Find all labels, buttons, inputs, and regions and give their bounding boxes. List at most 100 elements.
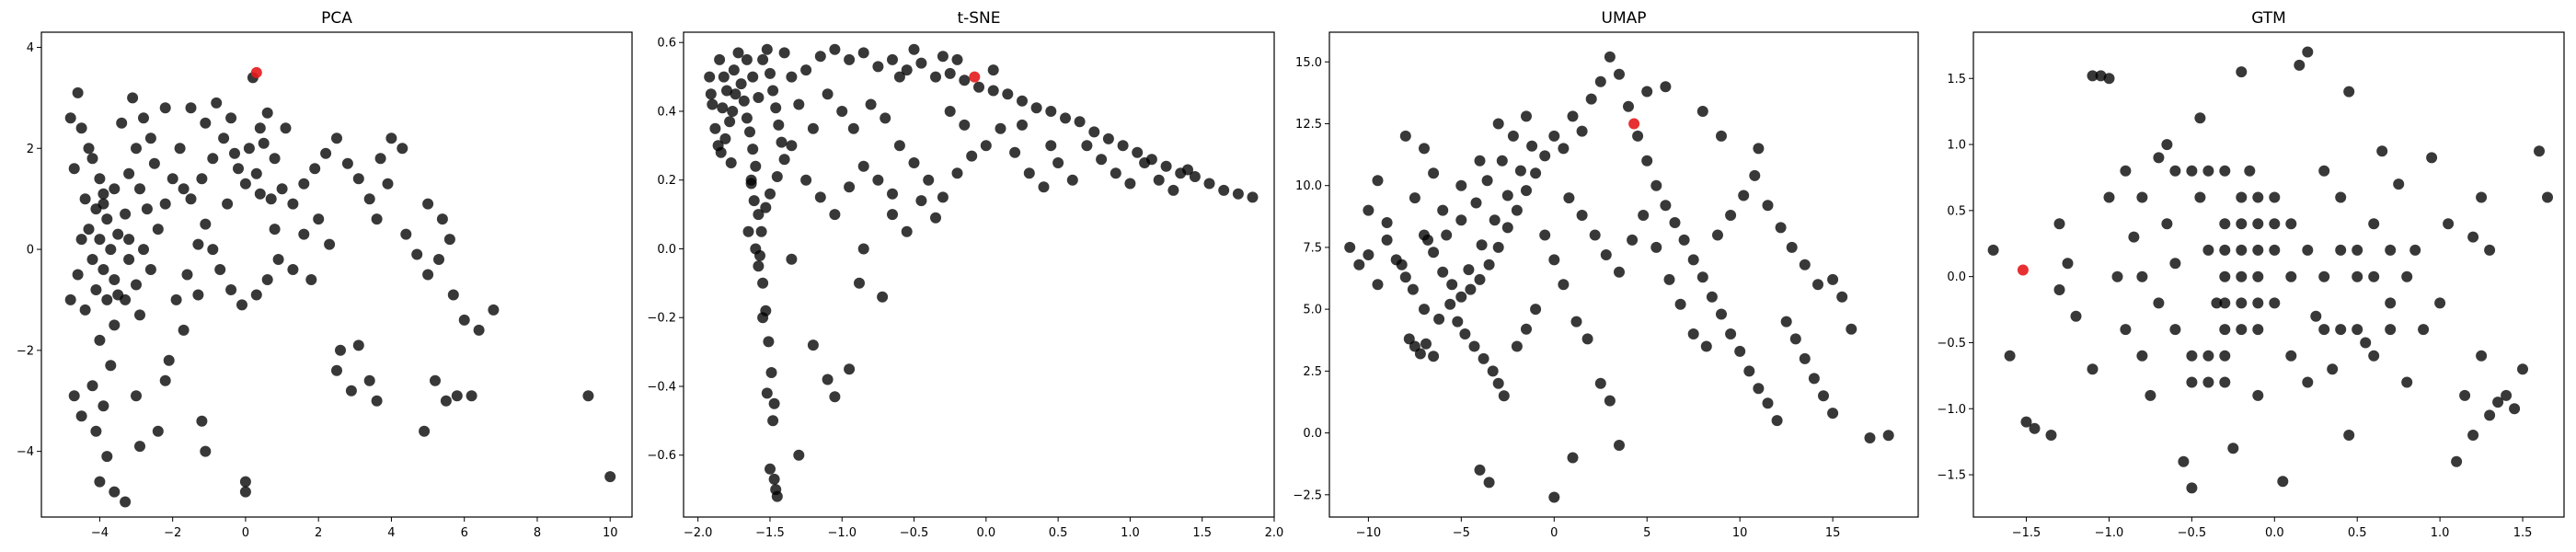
umap-point bbox=[1749, 169, 1761, 181]
gtm-point bbox=[2393, 178, 2405, 190]
tsne-point bbox=[857, 160, 869, 172]
umap-point bbox=[1799, 352, 1811, 364]
tsne-point bbox=[1132, 146, 1144, 158]
gtm-point bbox=[2153, 297, 2165, 309]
tsne-point bbox=[1189, 171, 1201, 182]
pca-ytick-label: 2 bbox=[27, 143, 34, 156]
panel-umap: UMAP −10 −5 0 5 10 15 −2.5 0.0 2.5 5.0 7.5 10.0 12.5 1… bbox=[1293, 9, 1919, 540]
umap-point bbox=[1585, 93, 1597, 105]
umap-point bbox=[1492, 241, 1504, 253]
pca-point bbox=[582, 390, 594, 402]
tsne-point bbox=[901, 64, 913, 76]
tsne-point bbox=[1009, 146, 1021, 158]
tsne-point bbox=[718, 71, 730, 83]
tsne-point bbox=[1096, 154, 1108, 166]
tsne-point bbox=[1102, 132, 1114, 144]
tsne-point bbox=[1017, 95, 1028, 107]
pca-point bbox=[200, 218, 212, 230]
tsne-point bbox=[747, 144, 759, 155]
pca-point bbox=[363, 374, 375, 386]
gtm-point bbox=[2020, 416, 2032, 428]
umap-point bbox=[1478, 352, 1489, 364]
gtm-points bbox=[1987, 46, 2553, 494]
pca-point bbox=[86, 153, 98, 165]
pca-point bbox=[239, 476, 251, 488]
umap-point bbox=[1419, 143, 1430, 155]
pca-point bbox=[331, 364, 342, 376]
tsne-point bbox=[1124, 178, 1136, 190]
pca-point bbox=[331, 132, 342, 144]
umap-point bbox=[1687, 254, 1699, 266]
gtm-point bbox=[2136, 191, 2148, 203]
pca-point bbox=[101, 293, 113, 305]
tsne-point bbox=[786, 253, 798, 265]
umap-point bbox=[1696, 271, 1708, 283]
umap-point bbox=[1706, 291, 1718, 303]
umap-point bbox=[1363, 204, 1374, 216]
umap-point bbox=[1455, 179, 1467, 191]
pca-point bbox=[120, 208, 132, 220]
umap-point bbox=[1483, 259, 1495, 270]
tsne-point bbox=[1045, 106, 1057, 117]
tsne-point bbox=[844, 363, 856, 375]
gtm-point bbox=[2285, 218, 2297, 230]
gtm-point bbox=[2451, 455, 2463, 467]
pca-point bbox=[159, 102, 171, 114]
tsne-point bbox=[1060, 112, 1071, 124]
pca-point bbox=[363, 193, 375, 205]
pca-point bbox=[79, 304, 91, 316]
pca-point bbox=[123, 254, 135, 265]
pca-point bbox=[109, 486, 121, 498]
tsne-point bbox=[987, 64, 999, 76]
pca-point bbox=[134, 183, 145, 195]
pca-point bbox=[225, 284, 237, 295]
umap-point bbox=[1567, 110, 1579, 122]
pca-point bbox=[141, 203, 153, 215]
umap-point bbox=[1548, 254, 1560, 266]
pca-point bbox=[144, 132, 156, 144]
pca-xtick-label: 4 bbox=[387, 526, 395, 540]
gtm-axes-frame bbox=[1972, 31, 2565, 518]
gtm-point bbox=[2269, 244, 2281, 256]
tsne-point bbox=[1074, 116, 1086, 128]
tsne-point bbox=[742, 225, 754, 237]
umap-ytick-label: 5.0 bbox=[1303, 304, 1322, 317]
pca-ytick-label: −2 bbox=[17, 344, 34, 358]
umap-point bbox=[1487, 365, 1499, 377]
tsne-point bbox=[748, 195, 760, 207]
pca-ytick-label: −4 bbox=[17, 445, 34, 459]
tsne-point bbox=[747, 71, 759, 83]
umap-point bbox=[1521, 185, 1532, 197]
gtm-point bbox=[2236, 191, 2248, 203]
tsne-point bbox=[872, 61, 884, 73]
pca-point bbox=[265, 193, 277, 205]
tsne-point bbox=[750, 243, 762, 255]
umap-ytick-label: 10.0 bbox=[1295, 179, 1322, 193]
umap-point bbox=[1444, 298, 1456, 310]
pca-point bbox=[239, 486, 251, 498]
pca-point bbox=[250, 289, 262, 301]
gtm-point bbox=[2418, 324, 2430, 336]
tsne-point bbox=[1017, 119, 1028, 131]
tsne-point bbox=[1139, 157, 1151, 168]
umap-point bbox=[1489, 214, 1501, 226]
pca-point bbox=[200, 117, 212, 129]
pca-point bbox=[400, 228, 412, 240]
pca-point bbox=[451, 390, 463, 402]
gtm-point bbox=[2476, 191, 2488, 203]
tsne-xtick-label: 1.0 bbox=[1121, 526, 1140, 540]
umap-point bbox=[1563, 192, 1575, 204]
tsne-point bbox=[753, 92, 765, 103]
pca-point bbox=[75, 234, 87, 246]
pca-point bbox=[371, 395, 383, 407]
pca-point bbox=[181, 269, 193, 281]
pca-axes-frame bbox=[40, 31, 633, 518]
pca-point bbox=[94, 476, 106, 488]
pca-point bbox=[341, 157, 353, 169]
gtm-point bbox=[2244, 165, 2256, 177]
pca-point bbox=[178, 183, 190, 195]
pca-point bbox=[345, 385, 357, 397]
pca-point bbox=[120, 496, 132, 508]
umap-point bbox=[1441, 229, 1453, 241]
umap-point bbox=[1600, 249, 1612, 260]
